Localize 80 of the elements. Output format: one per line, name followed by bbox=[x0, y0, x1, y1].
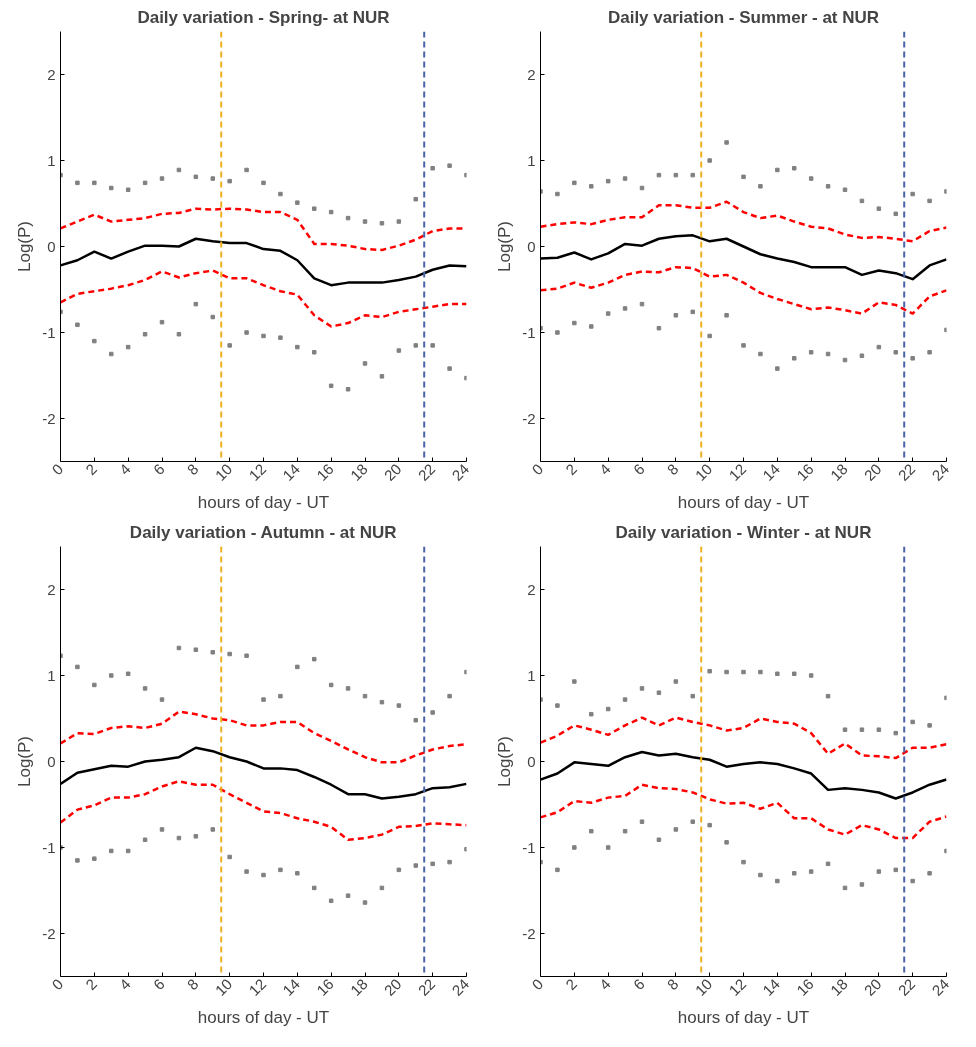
x-tick-label: 20 bbox=[380, 460, 405, 484]
y-tick-label: -2 bbox=[42, 924, 56, 942]
x-tick-label: 8 bbox=[183, 975, 202, 994]
y-axis-title: Log(P) bbox=[15, 735, 35, 788]
x-tick-label: 8 bbox=[663, 975, 682, 994]
y-tick-label: -1 bbox=[42, 838, 56, 856]
chart-title: Daily variation - Autumn - at NUR bbox=[129, 522, 397, 542]
x-tick-label: 10 bbox=[211, 460, 236, 484]
x-tick-label: 22 bbox=[894, 460, 919, 484]
x-tick-label: 4 bbox=[595, 460, 614, 479]
y-tick-label: 0 bbox=[47, 237, 56, 255]
x-tick-label: 12 bbox=[245, 460, 270, 484]
x-tick-label: 18 bbox=[826, 975, 851, 999]
x-tick-label: 18 bbox=[346, 975, 371, 999]
x-tick-label: 16 bbox=[793, 460, 817, 484]
x-tick-label: 6 bbox=[149, 460, 168, 479]
y-tick-label: 1 bbox=[527, 666, 536, 684]
x-tick-label: 2 bbox=[82, 975, 100, 994]
x-tick-label: 10 bbox=[691, 975, 716, 999]
y-tick-label: 1 bbox=[47, 151, 56, 169]
x-tick-label: 14 bbox=[759, 460, 783, 484]
x-tick-label: 24 bbox=[448, 460, 473, 484]
x-tick-label: 10 bbox=[211, 975, 236, 999]
y-axis-title: Log(P) bbox=[495, 735, 515, 788]
x-tick-label: 18 bbox=[826, 460, 851, 484]
y-tick-label: 2 bbox=[47, 65, 56, 83]
chart-title: Daily variation - Summer - at NUR bbox=[607, 7, 880, 27]
x-axis-title: hours of day - UT bbox=[197, 1008, 330, 1028]
x-tick-label: 10 bbox=[691, 460, 716, 484]
x-tick-label: 20 bbox=[860, 975, 885, 999]
x-axis-title: hours of day - UT bbox=[197, 493, 330, 513]
x-tick-label: 16 bbox=[313, 975, 337, 999]
x-tick-label: 6 bbox=[629, 975, 648, 994]
x-tick-label: 24 bbox=[448, 975, 473, 999]
x-tick-label: 16 bbox=[793, 975, 817, 999]
x-tick-label: 12 bbox=[725, 460, 750, 484]
x-axis-title: hours of day - UT bbox=[677, 1008, 810, 1028]
y-axis-title: Log(P) bbox=[495, 220, 515, 273]
x-tick-label: 2 bbox=[562, 975, 580, 994]
x-tick-label: 14 bbox=[759, 975, 783, 999]
x-tick-label: 20 bbox=[860, 460, 885, 484]
x-tick-label: 14 bbox=[279, 460, 303, 484]
x-tick-label: 22 bbox=[894, 975, 919, 999]
y-tick-label: -2 bbox=[522, 924, 536, 942]
x-tick-label: 22 bbox=[414, 975, 439, 999]
x-tick-label: 18 bbox=[346, 460, 371, 484]
x-tick-label: 12 bbox=[725, 975, 750, 999]
y-axis-title: Log(P) bbox=[15, 220, 35, 273]
x-tick-label: 24 bbox=[928, 975, 953, 999]
y-tick-label: -1 bbox=[42, 323, 56, 341]
x-tick-label: 12 bbox=[245, 975, 270, 999]
x-tick-label: 24 bbox=[928, 460, 953, 484]
y-tick-label: 1 bbox=[527, 151, 536, 169]
y-tick-label: 0 bbox=[47, 752, 56, 770]
y-tick-label: -2 bbox=[522, 409, 536, 427]
chart-title: Daily variation - Winter - at NUR bbox=[615, 522, 872, 542]
y-tick-label: 2 bbox=[527, 65, 536, 83]
x-tick-label: 6 bbox=[629, 460, 648, 479]
x-tick-label: 6 bbox=[149, 975, 168, 994]
y-tick-label: 2 bbox=[47, 580, 56, 598]
y-tick-label: 2 bbox=[527, 580, 536, 598]
x-tick-label: 4 bbox=[115, 975, 134, 994]
x-tick-label: 2 bbox=[562, 460, 580, 479]
x-tick-label: 14 bbox=[279, 975, 303, 999]
y-tick-label: -1 bbox=[522, 323, 536, 341]
y-tick-label: -2 bbox=[42, 409, 56, 427]
x-tick-label: 4 bbox=[115, 460, 134, 479]
y-tick-label: 1 bbox=[47, 666, 56, 684]
x-tick-label: 8 bbox=[183, 460, 202, 479]
x-axis-title: hours of day - UT bbox=[677, 493, 810, 513]
x-tick-label: 2 bbox=[82, 460, 100, 479]
x-tick-label: 20 bbox=[380, 975, 405, 999]
y-tick-label: -1 bbox=[522, 838, 536, 856]
x-tick-label: 16 bbox=[313, 460, 337, 484]
y-tick-label: 0 bbox=[527, 752, 536, 770]
chart-title: Daily variation - Spring- at NUR bbox=[137, 7, 390, 27]
x-tick-label: 22 bbox=[414, 460, 439, 484]
y-tick-label: 0 bbox=[527, 237, 536, 255]
x-tick-label: 4 bbox=[595, 975, 614, 994]
x-tick-label: 8 bbox=[663, 460, 682, 479]
